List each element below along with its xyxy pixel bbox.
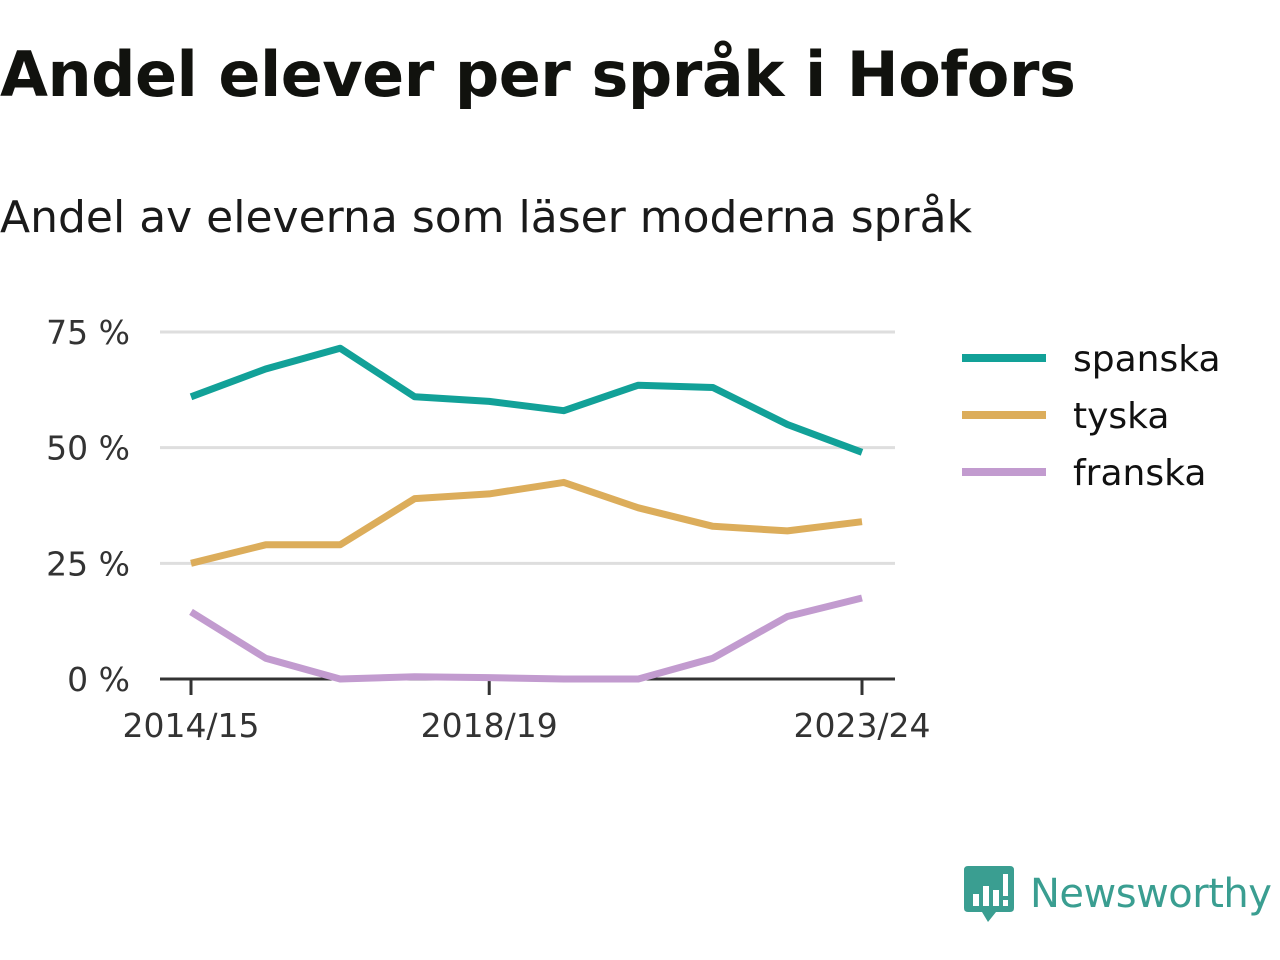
y-tick-label: 50 % [46,429,130,468]
series-line-tyska [190,478,863,567]
gridlines [160,330,895,565]
newsworthy-logo-icon [964,866,1014,922]
legend: spanska tyska franska [962,339,1221,494]
series-line-franska [189,594,863,683]
brand-logo: Newsworthy [962,862,1272,926]
y-tick-label: 0 % [67,660,130,699]
series-lines [189,344,864,683]
x-axis: 2014/15 2018/19 2023/24 [122,677,931,745]
y-tick-label: 75 % [46,313,130,352]
x-tick-label: 2014/15 [122,706,259,745]
y-axis: 0 % 25 % 50 % 75 % [46,313,130,699]
chart-subtitle: Andel av eleverna som läser moderna språ… [0,192,973,243]
series-line-spanska [189,344,864,456]
chart-title: Andel elever per språk i Hofors [0,38,1076,111]
x-tick-label: 2023/24 [793,706,930,745]
brand-name: Newsworthy [1030,871,1272,917]
x-tick-label: 2018/19 [421,706,558,745]
y-tick-label: 25 % [46,544,130,583]
legend-label-franska: franska [1073,453,1206,494]
legend-label-spanska: spanska [1073,339,1221,380]
legend-label-tyska: tyska [1073,396,1169,437]
